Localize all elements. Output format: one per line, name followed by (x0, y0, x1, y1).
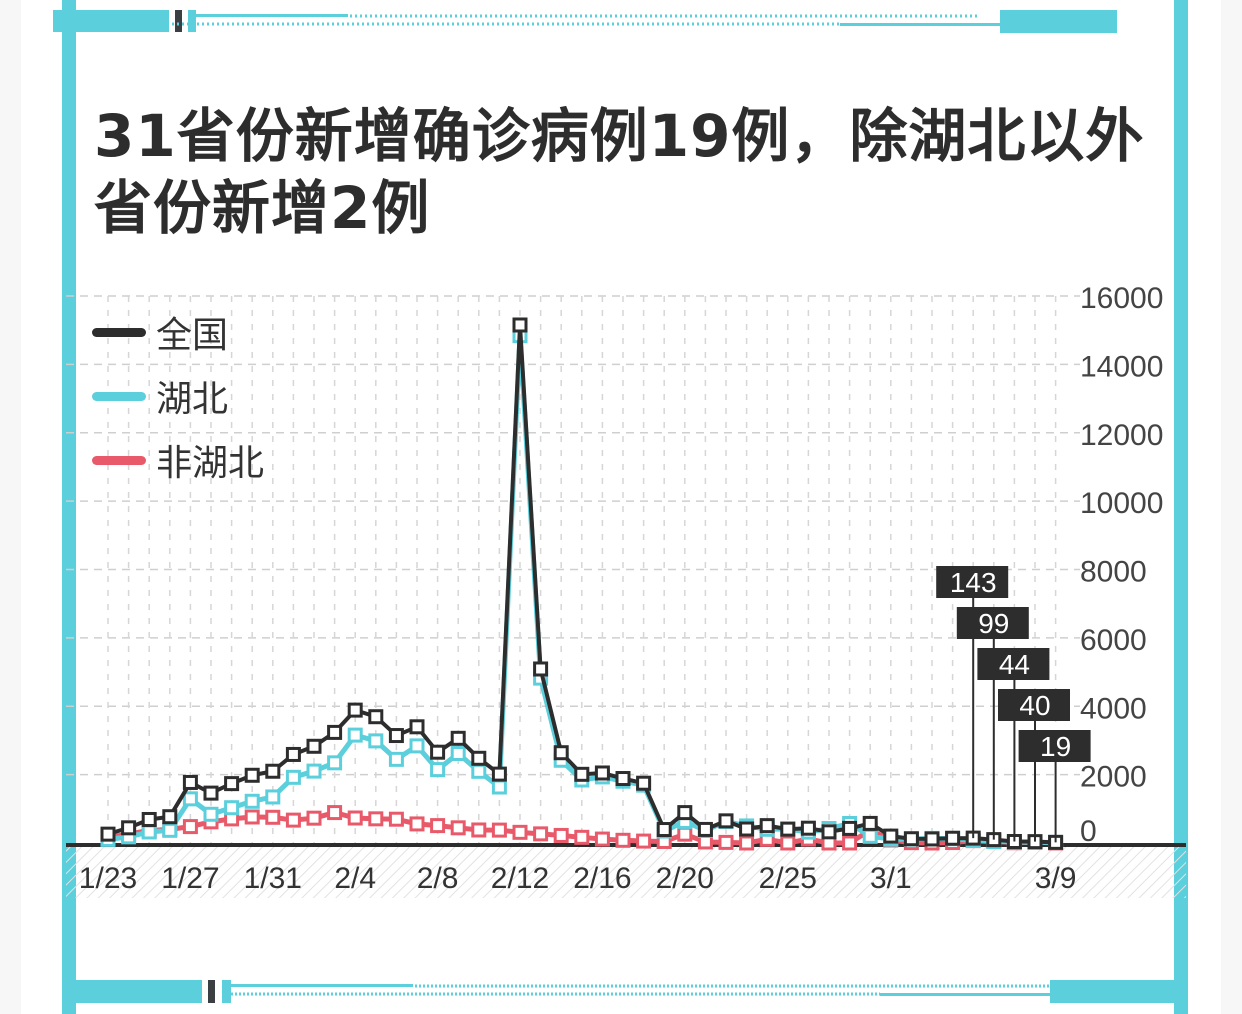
svg-text:99: 99 (978, 608, 1009, 639)
y-axis-labels: 0 2000 4000 6000 8000 10000 12000 14000 16000 (1080, 282, 1163, 848)
svg-text:3/1: 3/1 (870, 862, 912, 895)
svg-text:16000: 16000 (1080, 282, 1163, 315)
right-accent-bar (1174, 0, 1188, 1014)
legend-item-hubei: 湖北 (92, 364, 264, 428)
legend-item-non-hubei: 非湖北 (92, 428, 264, 492)
data-series (100, 317, 1064, 851)
legend-swatch-hubei (92, 391, 146, 401)
svg-text:14000: 14000 (1080, 350, 1163, 383)
svg-text:44: 44 (999, 649, 1030, 680)
bottom-decoration (62, 980, 1187, 1003)
top-decoration (53, 10, 1117, 33)
svg-text:2/25: 2/25 (759, 862, 817, 895)
legend-swatch-non-hubei (92, 455, 146, 465)
svg-text:10000: 10000 (1080, 487, 1163, 520)
svg-text:12000: 12000 (1080, 419, 1163, 452)
svg-text:0: 0 (1080, 815, 1097, 848)
left-accent-bar (62, 0, 76, 1014)
svg-text:40: 40 (1019, 690, 1050, 721)
legend-label-hubei: 湖北 (156, 379, 229, 420)
svg-text:1/27: 1/27 (161, 862, 219, 895)
svg-text:1/31: 1/31 (244, 862, 302, 895)
x-axis-labels: 1/23 1/27 1/31 2/4 2/8 2/12 2/16 2/20 2/25 3/1 3/9 (79, 862, 1077, 895)
x-axis-band (66, 846, 1186, 898)
legend-item-national: 全国 (92, 300, 264, 364)
legend-label-non-hubei: 非湖北 (156, 443, 265, 484)
legend-swatch-national (92, 327, 146, 337)
title-line-2: 省份新增2例 (94, 174, 431, 242)
svg-text:2000: 2000 (1080, 761, 1147, 794)
svg-text:19: 19 (1040, 731, 1071, 762)
svg-text:1/23: 1/23 (79, 862, 137, 895)
svg-text:2/4: 2/4 (334, 862, 376, 895)
gridlines (66, 295, 1080, 843)
value-callouts: 143 99 44 40 19 (936, 566, 1091, 843)
title-line-1: 31省份新增确诊病例19例，除湖北以外 (94, 102, 1145, 170)
svg-text:2/8: 2/8 (417, 862, 459, 895)
legend-label-national: 全国 (156, 315, 229, 356)
svg-text:4000: 4000 (1080, 692, 1147, 725)
svg-text:3/9: 3/9 (1035, 862, 1077, 895)
svg-text:143: 143 (950, 567, 997, 598)
svg-text:8000: 8000 (1080, 556, 1147, 589)
svg-text:2/16: 2/16 (573, 862, 631, 895)
svg-text:2/20: 2/20 (656, 862, 714, 895)
svg-text:2/12: 2/12 (491, 862, 549, 895)
svg-text:6000: 6000 (1080, 624, 1147, 657)
legend: 全国 湖北 非湖北 (92, 300, 264, 492)
chart-title: 31省份新增确诊病例19例，除湖北以外 省份新增2例 (94, 100, 1174, 244)
